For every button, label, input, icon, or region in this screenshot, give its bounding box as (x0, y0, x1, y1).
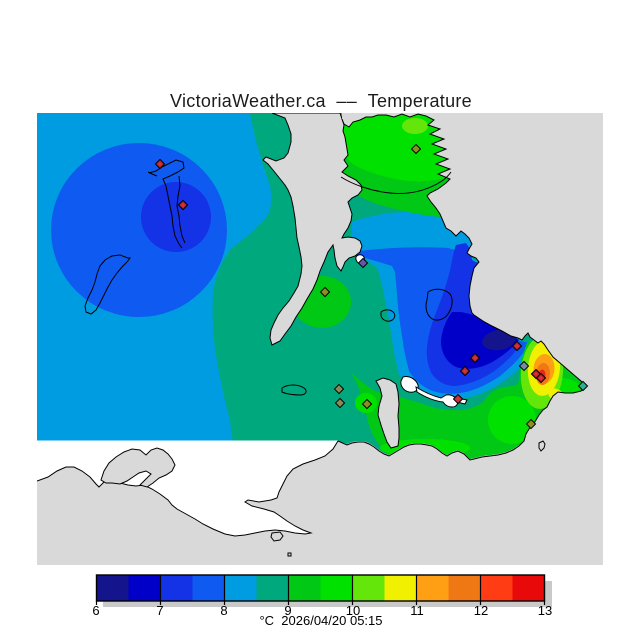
svg-text:9: 9 (284, 603, 291, 618)
svg-text:8: 8 (220, 603, 227, 618)
svg-text:7: 7 (156, 603, 163, 618)
svg-text:VictoriaWeather.ca –– Temper: VictoriaWeather.ca –– Temperature (170, 91, 472, 111)
svg-text:6: 6 (92, 603, 99, 618)
svg-text:°C 2026/04/20 05:15: °C 2026/04/20 05:15 (259, 613, 382, 628)
svg-text:11: 11 (410, 603, 424, 618)
svg-text:13: 13 (538, 603, 552, 618)
svg-text:12: 12 (474, 603, 488, 618)
svg-text:10: 10 (346, 603, 360, 618)
